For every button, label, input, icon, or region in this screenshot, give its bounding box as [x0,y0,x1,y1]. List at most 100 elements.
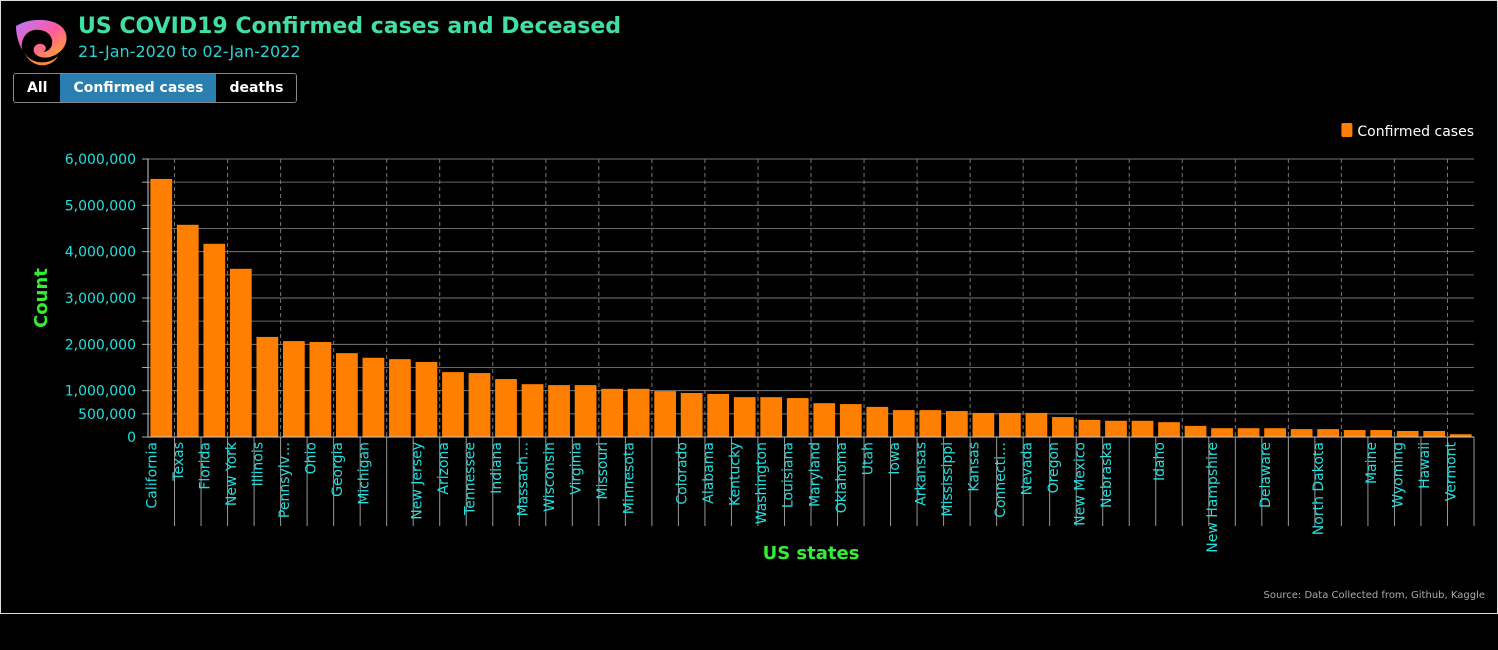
y-tick-label: 6,000,000 [65,152,136,168]
legend-swatch [1341,123,1353,137]
x-tick-label: Missouri [595,442,611,500]
bar [786,398,809,437]
x-tick-label: Hawaii [1417,442,1433,489]
bar [1237,428,1260,437]
x-tick-label: Maryland [807,442,823,507]
x-tick-label: Iowa [887,442,903,475]
bar [256,336,279,437]
bar [1025,412,1048,437]
x-tick-label: Louisiana [781,442,797,508]
x-tick-label: Florida [197,442,213,490]
bar [203,243,226,437]
bar [999,412,1021,437]
x-tick-label: Kansas [966,442,982,492]
filter-button[interactable]: All [14,74,61,102]
x-tick-label: Connecti… [993,442,1009,518]
y-tick-label: 1,000,000 [65,384,136,400]
bar [1264,428,1286,437]
x-tick-label: Massach… [516,442,532,516]
x-tick-label: Vermont [1444,441,1460,501]
chart: 0 500,000 1,000,000 2,000,000 3,000,000 4,000… [31,123,1485,601]
bar [1343,430,1366,437]
x-tick-label: Maine [1364,442,1380,484]
y-tick-label: 4,000,000 [65,245,136,261]
bar [336,353,358,437]
bar [1184,425,1207,437]
bar [574,385,597,437]
x-tick-label: Wyoming [1391,442,1407,508]
x-tick-label: Arkansas [913,442,929,506]
bar [495,379,517,437]
x-tick-label: Pennsylv… [277,442,293,518]
x-tick-label: New Mexico [1072,442,1088,526]
button-group: All Confirmed cases deaths [13,73,298,103]
filter-button[interactable]: Confirmed cases [60,74,217,102]
x-tick-label: Mississippi [940,442,956,517]
x-tick-label: Alabama [701,442,717,504]
bar [1105,420,1127,437]
y-tick-label: 500,000 [78,407,136,423]
bar [1290,429,1313,437]
bar [1052,417,1074,437]
x-tick-label: Texas [171,442,187,482]
bar [1423,430,1446,437]
bar [760,397,783,437]
x-tick-label: Kentucky [728,442,744,506]
bar [176,224,199,437]
bar [362,357,385,437]
x-tick-label: New Hampshire [1205,442,1221,553]
filter-button[interactable]: deaths [216,74,297,102]
x-tick-label: Arizona [436,442,452,495]
x-tick-label: Oregon [1046,442,1062,493]
x-tick-label: Tennessee [463,442,479,516]
bar [282,341,305,437]
y-tick-label: 3,000,000 [65,291,136,307]
x-tick-label: Utah [860,442,876,475]
source: Source: Data Collected from, Github, Kag… [1264,590,1485,601]
x-tick-label: Georgia [330,442,346,497]
bar [627,388,650,437]
y-tick-label: 0 [127,430,136,446]
x-tick-label: Idaho [1152,442,1168,481]
bar [601,388,623,437]
bar [839,404,862,437]
bar [1078,419,1101,437]
x-tick-label: Nevada [1019,442,1035,495]
x-tick-label: California [144,442,160,508]
bar [1211,428,1233,437]
x-tick-label: New York [224,441,240,506]
x-tick-label: Illinois [250,442,266,486]
y-tick-label: 5,000,000 [65,198,136,214]
bar [389,359,411,437]
x-tick-label: Washington [754,442,770,524]
title: US COVID19 Confirmed cases and Deceased [78,14,622,39]
x-tick-label: Nebraska [1099,442,1115,508]
bar [1449,434,1472,437]
bar [309,342,332,437]
bar [654,391,677,437]
x-tick-label: Colorado [675,442,691,505]
bar [442,372,464,437]
bar [892,410,915,437]
bar [1131,420,1154,437]
x-tick-label: Ohio [303,442,319,474]
bar [415,361,438,437]
bar [919,410,942,437]
bar [468,373,491,437]
x-tick-label: Indiana [489,442,505,494]
logo [16,19,67,66]
bar [1370,430,1393,437]
bar [1158,422,1180,437]
bar [707,393,730,437]
bar [972,412,995,437]
x-tick-label: Delaware [1258,442,1274,508]
y-axis-title: Count [31,268,52,328]
x-tick-label: Wisconsin [542,442,558,512]
legend-label: Confirmed cases [1357,124,1474,140]
bar [548,385,570,437]
x-tick-label: Virginia [569,442,585,495]
bar [813,403,836,437]
bar [521,384,544,437]
x-tick-label: Michigan [356,442,372,505]
